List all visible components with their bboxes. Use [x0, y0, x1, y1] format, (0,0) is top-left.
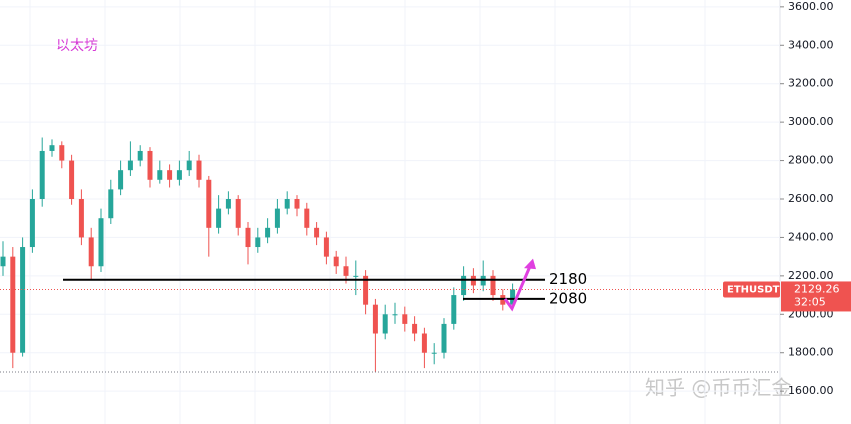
candle-body — [176, 170, 182, 180]
candle-body — [363, 275, 369, 305]
chart-title: 以太坊 — [56, 38, 98, 54]
candle-body — [0, 256, 6, 267]
level-label: 2080 — [549, 289, 587, 307]
candle-body — [157, 170, 163, 180]
candle-body — [314, 227, 320, 238]
y-tick-label: 3000.00 — [788, 115, 834, 128]
candle-body — [402, 314, 408, 324]
candle-body — [20, 247, 26, 353]
candle-body — [69, 160, 75, 199]
y-tick-label: 2800.00 — [788, 154, 834, 167]
level-label: 2180 — [549, 270, 587, 288]
y-tick-label: 1800.00 — [788, 346, 834, 359]
candle-body — [245, 227, 251, 248]
candle-body — [206, 179, 212, 228]
y-tick-label: 2400.00 — [788, 230, 834, 243]
candle-body — [333, 256, 339, 267]
candle-body — [392, 314, 398, 316]
candle-body — [323, 237, 329, 257]
candle-body — [382, 314, 388, 334]
price-label: 2129.26 — [794, 282, 840, 295]
y-tick-label: 3400.00 — [788, 38, 834, 51]
candle-body — [510, 289, 516, 305]
candle-body — [118, 170, 124, 190]
candle-body — [49, 145, 55, 151]
candle-body — [59, 145, 65, 161]
candle-body — [78, 199, 84, 238]
candle-body — [216, 208, 222, 228]
candle-body — [29, 199, 35, 248]
forecast-arrowhead — [524, 258, 536, 270]
candle-body — [127, 160, 133, 171]
candle-body — [196, 160, 202, 180]
candle-body — [265, 227, 271, 238]
candle-body — [108, 189, 114, 219]
candle-body — [10, 256, 16, 353]
candle-body — [451, 295, 457, 324]
candle-body — [421, 333, 427, 353]
watermark: 知乎 @币币汇金 — [645, 376, 791, 400]
candle-body — [461, 275, 467, 296]
candle-body — [88, 237, 94, 267]
price-label-bg — [781, 281, 851, 312]
candle-body — [294, 199, 300, 209]
y-tick-label: 2200.00 — [788, 269, 834, 282]
symbol-label: ETHUSDT — [727, 284, 780, 295]
candle-body — [235, 199, 241, 228]
candle-body — [284, 199, 290, 209]
candle-body — [431, 352, 437, 354]
countdown-label: 32:05 — [794, 295, 826, 308]
candle-body — [167, 170, 173, 180]
candle-body — [490, 275, 496, 296]
candle-body — [372, 304, 378, 334]
y-tick-label: 2600.00 — [788, 192, 834, 205]
symbol-label-bg — [723, 281, 780, 298]
y-tick-label: 1600.00 — [788, 384, 834, 397]
candle-body — [186, 160, 192, 171]
candle-body — [225, 199, 231, 209]
forecast-arrow — [503, 265, 532, 312]
candle-body — [137, 150, 143, 161]
candle-body — [39, 150, 45, 199]
candle-body — [255, 237, 261, 248]
candle-body — [353, 275, 359, 277]
candle-body — [343, 266, 349, 276]
candle-body — [274, 208, 280, 228]
candle-body — [147, 150, 153, 180]
y-tick-label: 3200.00 — [788, 77, 834, 90]
y-tick-label: 3600.00 — [788, 0, 834, 13]
candle-body — [304, 208, 310, 228]
candle-body — [441, 323, 447, 353]
candle-body — [98, 218, 104, 267]
candle-body — [412, 323, 418, 334]
